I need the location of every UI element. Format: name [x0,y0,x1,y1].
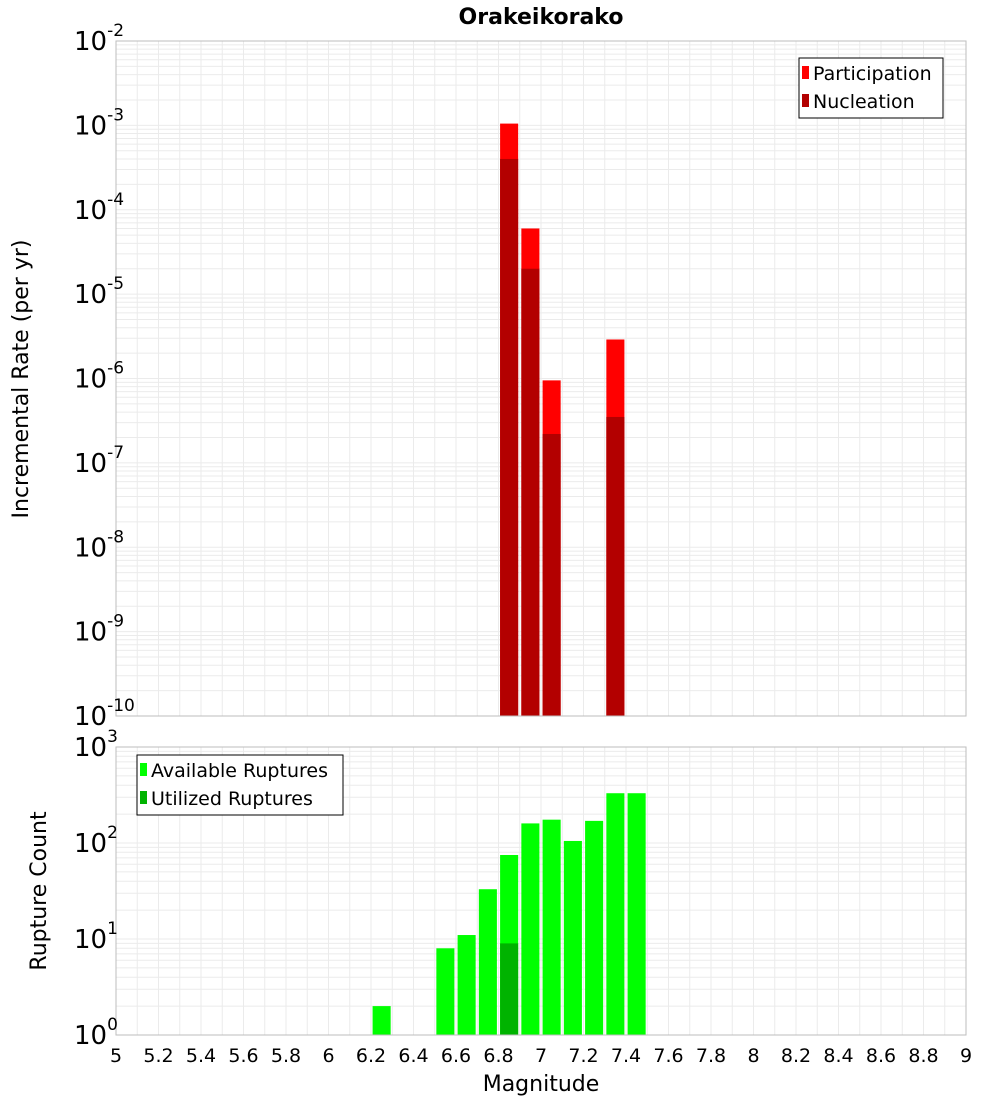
bottom-plot-legend: Available Ruptures Utilized Ruptures [136,754,344,816]
x-tick-label: 5.2 [143,1045,173,1067]
y-tick-label: 10-6 [74,359,124,395]
x-tick-label: 6.4 [398,1045,428,1067]
legend-entry: Nucleation [813,91,915,113]
x-tick-label: 6.8 [483,1045,513,1067]
x-tick-label: 5.6 [228,1045,258,1067]
top-plot-bars [500,123,625,717]
bar-available-ruptures [542,819,561,1035]
bar-nucleation [500,158,519,717]
x-tick-label: 7.6 [653,1045,683,1067]
top-plot-grid [115,41,967,717]
y-tick-label: 103 [74,727,118,763]
x-tick-label: 8.8 [908,1045,938,1067]
x-tick-label: 9 [960,1045,972,1067]
y-tick-label: 10-10 [74,696,135,732]
legend-swatch [140,791,147,804]
x-tick-label: 6 [322,1045,334,1067]
bottom-plot-y-ticks: 100 101 102 103 [74,727,118,1051]
bottom-plot-frame [115,746,967,1036]
bar-available-ruptures [478,889,497,1035]
legend-entry: Participation [813,63,932,85]
y-tick-label: 10-3 [74,105,124,141]
x-tick-label: 7.2 [568,1045,598,1067]
y-tick-label: 10-2 [74,21,124,57]
top-plot-frame [115,40,967,717]
y-tick-label: 10-8 [74,527,124,563]
x-tick-label: 5 [110,1045,122,1067]
x-tick-label: 7 [535,1045,547,1067]
bar-nucleation [521,268,540,716]
bar-available-ruptures [563,840,582,1035]
y-tick-label: 100 [74,1015,118,1051]
bar-available-ruptures [372,1006,391,1035]
top-y-axis-label: Incremental Rate (per yr) [9,240,34,519]
legend-swatch [802,66,809,79]
bar-available-ruptures [585,820,604,1035]
legend-swatch [802,94,809,107]
legend-box [798,57,944,119]
x-tick-label: 7.8 [696,1045,726,1067]
x-tick-label: 5.8 [271,1045,301,1067]
y-tick-label: 101 [74,919,118,955]
bar-available-ruptures [606,793,625,1035]
bar-available-ruptures [436,948,455,1035]
chart-title: Orakeikorako [459,5,624,30]
bar-nucleation [606,416,625,716]
x-tick-label: 8 [747,1045,759,1067]
legend-entry: Utilized Ruptures [151,788,313,810]
x-tick-label: 6.2 [356,1045,386,1067]
legend-swatch [140,763,147,776]
y-tick-label: 10-5 [74,274,124,310]
x-tick-label: 5.4 [186,1045,216,1067]
bar-available-ruptures [627,793,646,1035]
top-plot-y-ticks: 10-10 10-9 10-8 10-7 10-6 10-5 10-4 10-3 10-2 [74,21,135,732]
y-tick-label: 10-9 [74,612,124,648]
x-axis-label: Magnitude [483,1072,600,1097]
bar-available-ruptures [521,823,540,1035]
y-tick-label: 10-4 [74,190,124,226]
x-tick-label: 6.6 [441,1045,471,1067]
x-axis-ticks: 5 5.2 5.4 5.6 5.8 6 6.2 6.4 6.6 6.8 7 7.2 7.4 7.6 7.8 8… [110,1045,972,1067]
y-tick-label: 10-7 [74,443,124,479]
x-tick-label: 8.4 [823,1045,853,1067]
bar-utilized-ruptures [500,943,519,1035]
bar-nucleation [542,433,561,716]
bottom-y-axis-label: Rupture Count [27,811,52,971]
x-tick-label: 8.2 [781,1045,811,1067]
x-tick-label: 8.6 [866,1045,896,1067]
x-tick-label: 7.4 [611,1045,641,1067]
legend-entry: Available Ruptures [151,760,328,782]
bar-available-ruptures [457,935,476,1035]
legend-box [136,754,344,816]
bottom-plot-bars [372,793,646,1035]
y-tick-label: 102 [74,823,118,859]
top-plot-legend: Participation Nucleation [798,57,944,119]
